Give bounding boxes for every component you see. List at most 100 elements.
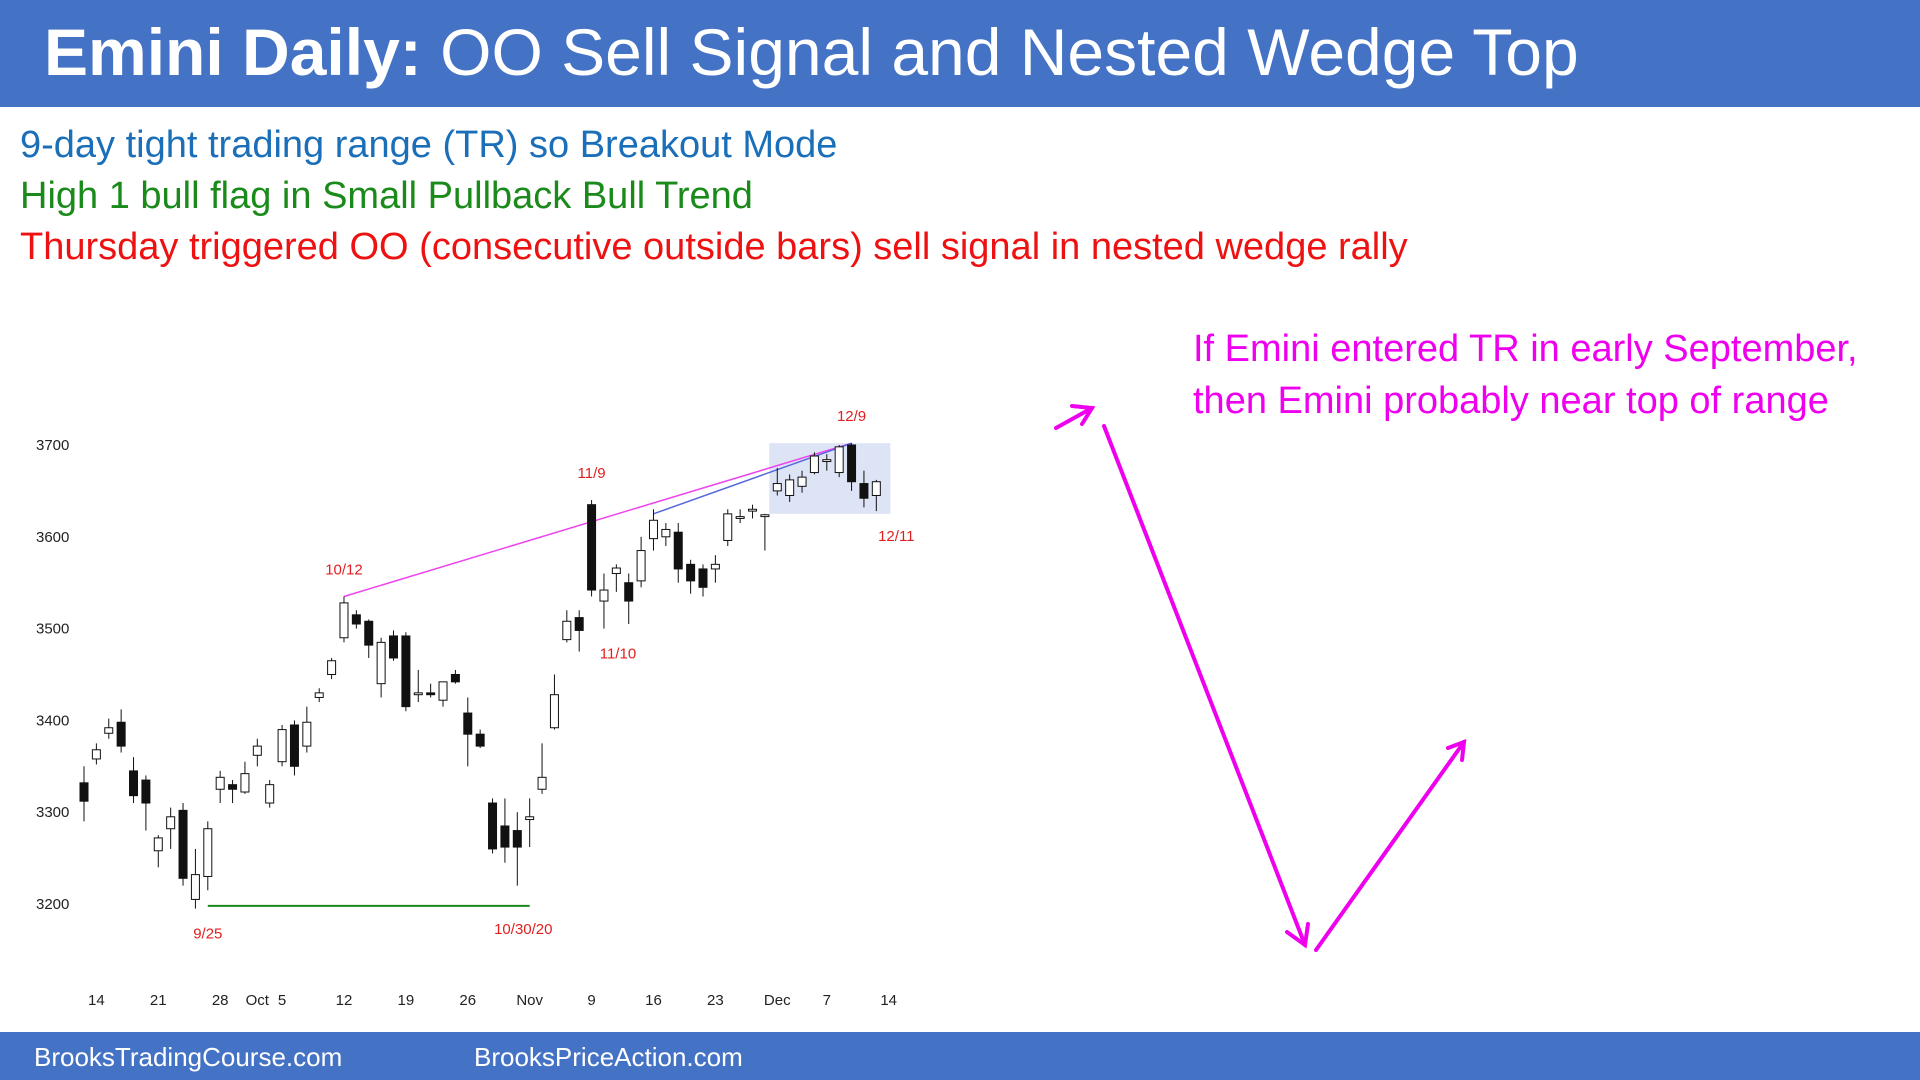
bull-candle — [376, 641, 386, 685]
candles — [79, 443, 881, 909]
bear-candle — [116, 721, 126, 747]
date-annotation: 11/9 — [578, 465, 606, 482]
date-annotation: 12/11 — [878, 528, 914, 545]
arrow-head-down — [1285, 922, 1310, 949]
bull-candle — [240, 773, 250, 793]
bull-candle — [735, 516, 745, 519]
arrow-up-recovery — [1314, 740, 1466, 952]
x-tick-label: 14 — [88, 992, 105, 1009]
bear-candle — [389, 635, 398, 659]
candlestick-chart: 3200 3300 3400 3500 3600 3700 14 21 28 Oct 5 12 19 2… — [36, 404, 1467, 1009]
bear-candle — [129, 770, 139, 797]
title-rest: OO Sell Signal and Nested Wedge Top — [440, 15, 1579, 89]
bear-candle — [289, 724, 299, 767]
bull-candle — [710, 563, 720, 570]
bear-candle — [79, 782, 89, 802]
x-tick-label: 12 — [336, 992, 353, 1009]
footer-bar — [0, 1032, 1920, 1080]
bull-candle — [153, 837, 163, 852]
bull-candle — [785, 479, 795, 496]
bear-candle — [587, 504, 597, 591]
y-tick-label: 3300 — [36, 804, 69, 821]
wedge-line-outer — [343, 442, 852, 598]
title-bold: Emini Daily: — [44, 15, 422, 89]
bear-candle — [228, 784, 238, 790]
arrow-down-long — [1102, 424, 1307, 947]
bull-candle — [190, 874, 200, 900]
bear-candle — [624, 582, 634, 602]
bear-candle — [463, 712, 473, 735]
bull-candle — [166, 816, 176, 830]
x-tick-label: 16 — [645, 992, 662, 1009]
bull-candle — [438, 681, 448, 701]
bull-candle — [252, 745, 262, 756]
bear-candle — [178, 809, 188, 879]
x-axis-ticks: 14 21 28 Oct 5 12 19 26 Nov 9 16 23 Dec 7 14 — [88, 992, 897, 1009]
bull-candle — [104, 727, 114, 734]
bull-candle — [549, 694, 559, 729]
bear-candle — [351, 614, 361, 625]
bull-candle — [661, 528, 671, 538]
bear-candle — [698, 568, 708, 588]
bear-candle — [401, 635, 411, 708]
date-annotation: 12/9 — [837, 408, 866, 425]
bull-candle — [636, 550, 646, 582]
date-annotation: 9/25 — [193, 926, 222, 943]
bear-candle — [141, 779, 151, 804]
bull-candle — [339, 602, 349, 639]
note-sell-signal: Thursday triggered OO (consecutive outsi… — [20, 226, 1408, 268]
note-bull-flag: High 1 bull flag in Small Pullback Bull … — [20, 175, 753, 217]
bull-candle — [648, 519, 658, 540]
date-annotation: 10/12 — [325, 561, 363, 578]
y-tick-label: 3200 — [36, 896, 69, 913]
bull-candle — [91, 749, 101, 760]
date-annotation: 11/10 — [600, 646, 636, 663]
side-note-line-2: then Emini probably near top of range — [1193, 380, 1829, 422]
bull-candle — [537, 776, 547, 790]
arrow-head-small — [1070, 404, 1096, 426]
x-tick-label: 21 — [150, 992, 167, 1009]
y-tick-label: 3500 — [36, 621, 69, 638]
arrow-up-right-small — [1054, 406, 1094, 430]
arrow-head-up — [1446, 738, 1467, 762]
x-tick-label: 26 — [459, 992, 476, 1009]
bull-candle — [760, 514, 770, 518]
bull-candle — [314, 692, 324, 698]
bull-candle — [599, 589, 609, 602]
bull-candle — [772, 483, 782, 492]
bear-candle — [512, 830, 522, 848]
bull-candle — [834, 446, 844, 474]
bear-candle — [574, 617, 584, 631]
x-tick-label: 23 — [707, 992, 724, 1009]
bull-candle — [748, 508, 758, 512]
bear-candle — [450, 674, 460, 683]
y-tick-label: 3700 — [36, 437, 69, 454]
bear-candle — [500, 825, 510, 848]
bull-candle — [302, 721, 312, 747]
bear-candle — [673, 531, 683, 570]
y-tick-label: 3400 — [36, 712, 69, 729]
bear-candle — [859, 483, 869, 499]
footer-link-brookspriceaction[interactable]: BrooksPriceAction.com — [474, 1042, 743, 1072]
footer-link-brookstradingcourse[interactable]: BrooksTradingCourse.com — [34, 1042, 343, 1072]
bear-candle — [364, 620, 374, 646]
bear-candle — [847, 444, 857, 483]
bull-candle — [277, 729, 287, 763]
x-tick-label: 7 — [823, 992, 831, 1009]
y-tick-label: 3600 — [36, 529, 69, 546]
trading-range-box — [769, 443, 891, 514]
wedge-line-inner — [653, 442, 852, 515]
bull-candle — [871, 481, 881, 496]
page-title: Emini Daily: OO Sell Signal and Nested W… — [44, 14, 1579, 90]
date-annotation: 10/30/20 — [494, 921, 552, 938]
bull-candle — [562, 620, 572, 641]
x-tick-label: 5 — [278, 992, 286, 1009]
bull-candle — [413, 692, 423, 696]
bull-candle — [265, 784, 275, 804]
bull-candle — [215, 776, 225, 790]
bull-candle — [203, 828, 213, 877]
x-tick-label: 28 — [212, 992, 229, 1009]
title-bar — [0, 0, 1920, 107]
bear-candle — [686, 563, 696, 582]
x-tick-label: Oct — [246, 992, 270, 1009]
